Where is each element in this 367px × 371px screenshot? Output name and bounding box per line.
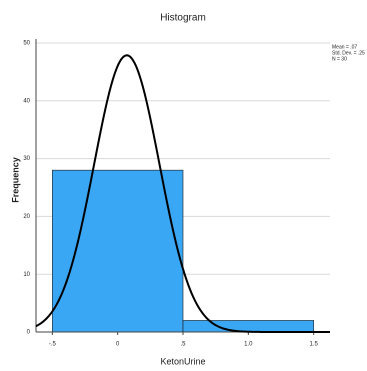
y-tick-label: 40 bbox=[23, 98, 30, 104]
y-tick-label: 30 bbox=[23, 156, 30, 162]
stats-annotation: Std. Dev. = .25 bbox=[332, 50, 365, 56]
x-tick-label: 0 bbox=[116, 342, 120, 348]
stats-annotation: Mean = .07 bbox=[332, 44, 357, 50]
y-tick-label: 10 bbox=[23, 272, 30, 278]
chart-title: Histogram bbox=[160, 13, 206, 24]
x-tick-label: .5 bbox=[180, 342, 186, 348]
y-axis-label: Frequency bbox=[10, 157, 20, 203]
normal-curve bbox=[35, 54, 330, 333]
y-tick-label: 0 bbox=[27, 330, 31, 336]
bar bbox=[182, 320, 314, 333]
x-tick-label: 1.0 bbox=[244, 342, 253, 348]
bar bbox=[52, 169, 184, 333]
y-tick-label: 20 bbox=[23, 214, 30, 220]
x-tick-label: -.5 bbox=[49, 342, 57, 348]
stats-annotation: N = 30 bbox=[332, 56, 347, 62]
y-tick-label: 50 bbox=[23, 41, 30, 47]
x-tick-label: 1.5 bbox=[309, 342, 318, 348]
x-axis-label: KetonUrine bbox=[160, 356, 205, 366]
